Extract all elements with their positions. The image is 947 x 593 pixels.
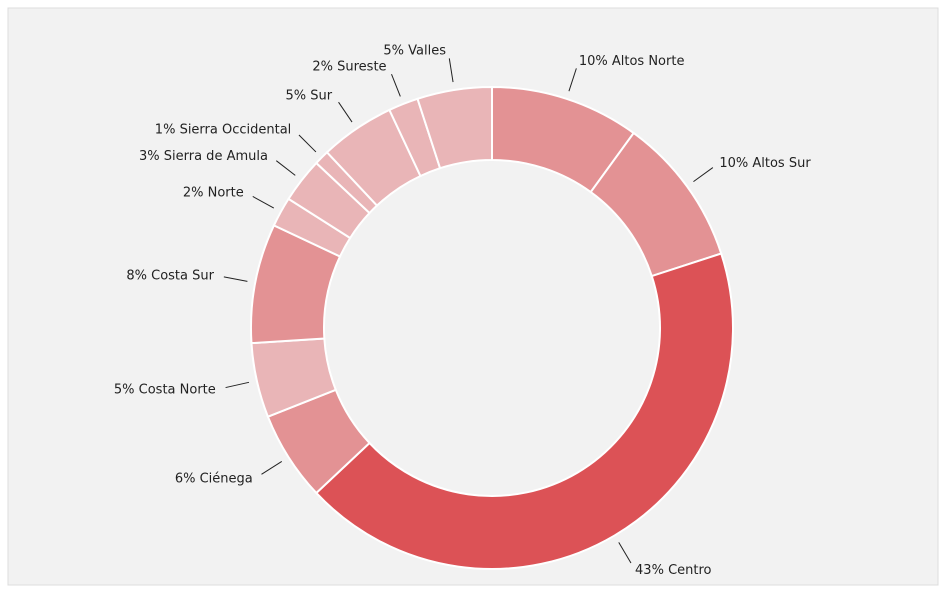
slice-value: 10% [579,53,608,68]
slice-label: 5% Valles [383,43,446,58]
slice-value: 5% [285,88,306,103]
leader-line [223,276,248,282]
slice-name: Centro [668,562,711,577]
leader-line [338,101,353,123]
slice [416,85,493,170]
slice-label: 1% Sierra Occidental [155,122,292,137]
slice [314,252,734,570]
slice-label: 5% Costa Norte [114,382,216,397]
slice-value: 3% [139,148,160,163]
leader-line [568,68,577,92]
slice-value: 6% [175,471,196,486]
leader-line [225,381,250,389]
slice-name: Sierra Occidental [180,122,292,137]
leader-line [275,160,296,176]
slice-label: 2% Norte [183,185,244,200]
slice-value: 10% [719,155,748,170]
slice-name: Ciénega [200,471,253,486]
slice-name: Sur [310,88,332,103]
slice-name: Norte [208,185,244,200]
slice-value: 2% [183,185,204,200]
leader-line [618,542,632,564]
slice-name: Altos Sur [752,155,811,170]
leader-line [391,73,401,97]
leader-line [448,58,454,83]
slice-value: 5% [114,382,135,397]
leader-line [693,167,714,183]
slice-value: 43% [635,562,664,577]
slice-label: 3% Sierra de Amula [139,148,268,163]
slice-label: 2% Sureste [312,59,386,74]
slice-label: 10% Altos Norte [579,53,685,68]
leader-line [252,196,275,209]
slice-value: 1% [155,122,176,137]
leader-line [261,460,283,475]
slice-name: Altos Norte [612,53,685,68]
slice-name: Valles [408,43,446,58]
slice-name: Costa Norte [139,382,216,397]
slice-value: 2% [312,59,333,74]
slice-name: Sureste [337,59,386,74]
slice-value: 8% [126,268,147,283]
slice-label: 5% Sur [285,88,332,103]
slice-name: Sierra de Amula [164,148,268,163]
slice-value: 5% [383,43,404,58]
slice-name: Costa Sur [151,268,214,283]
leader-line [298,134,317,153]
slice-label: 43% Centro [635,562,712,577]
slice-label: 6% Ciénega [175,471,253,486]
slice-label: 8% Costa Sur [126,268,214,283]
slice-label: 10% Altos Sur [719,155,811,170]
